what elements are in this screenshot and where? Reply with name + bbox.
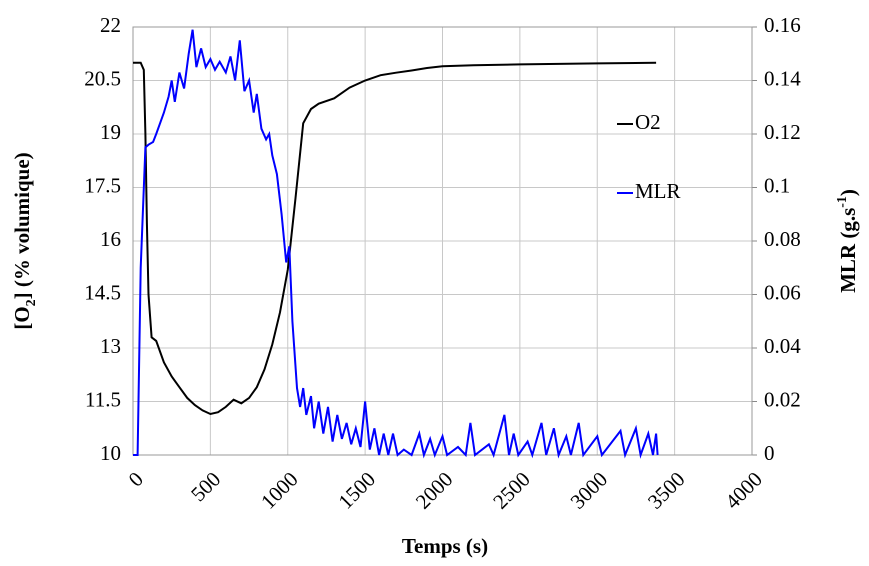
x-tick-label: 4000 [720,467,767,514]
line [133,29,659,459]
y2-tick-label: 0.04 [764,334,801,358]
y-tick-label: 13 [100,334,121,358]
x-tick-label: 2500 [488,467,535,514]
x-tick-label: 500 [186,467,225,506]
y-tick-label: 17.5 [84,173,121,197]
plot-frame [132,26,753,456]
x-tick-label: 3500 [643,467,690,514]
y-tick-label: 10 [100,441,121,465]
x-tick-label: 2000 [411,467,458,514]
y2-axis-title-sup: -1 [835,196,850,208]
y2-tick-label: 0.02 [764,387,801,411]
y2-axis-title: MLR (g.s-1) [835,189,860,293]
y2-tick-label: 0.06 [764,280,801,304]
x-tick-label: 3000 [566,467,613,514]
x-tick-label: 0 [124,467,148,491]
x-tick-label: 1000 [256,467,303,514]
y-axis-title: [O2] (% volumique) [10,152,39,329]
y2-tick-label: 0.16 [764,13,801,37]
y-tick-label: 11.5 [85,387,121,411]
x-tick-label: 1500 [333,467,380,514]
y-axis-title-part: ] (% volumique) [10,152,34,299]
line [133,61,657,416]
y2-tick-label: 0.1 [764,173,790,197]
y-axis-title-part: [O [10,306,34,329]
y2-tick-label: 0.14 [764,66,801,90]
legend-label: O2 [635,110,661,134]
y-tick-label: 14.5 [84,280,121,304]
y-tick-label: 20.5 [84,66,121,90]
x-axis-title: Temps (s) [402,534,488,558]
y-tick-label: 22 [100,13,121,37]
y2-tick-label: 0.08 [764,227,801,251]
legend-label: MLR [635,179,681,203]
y2-axis-title-part: ) [836,189,860,196]
y-tick-label: 16 [100,227,121,251]
y-tick-label: 19 [100,120,121,144]
y2-tick-label: 0.12 [764,120,801,144]
y2-tick-label: 0 [764,441,775,465]
y-axis-title-sub: 2 [24,299,39,306]
y2-axis-title-part: MLR (g.s [836,208,860,293]
